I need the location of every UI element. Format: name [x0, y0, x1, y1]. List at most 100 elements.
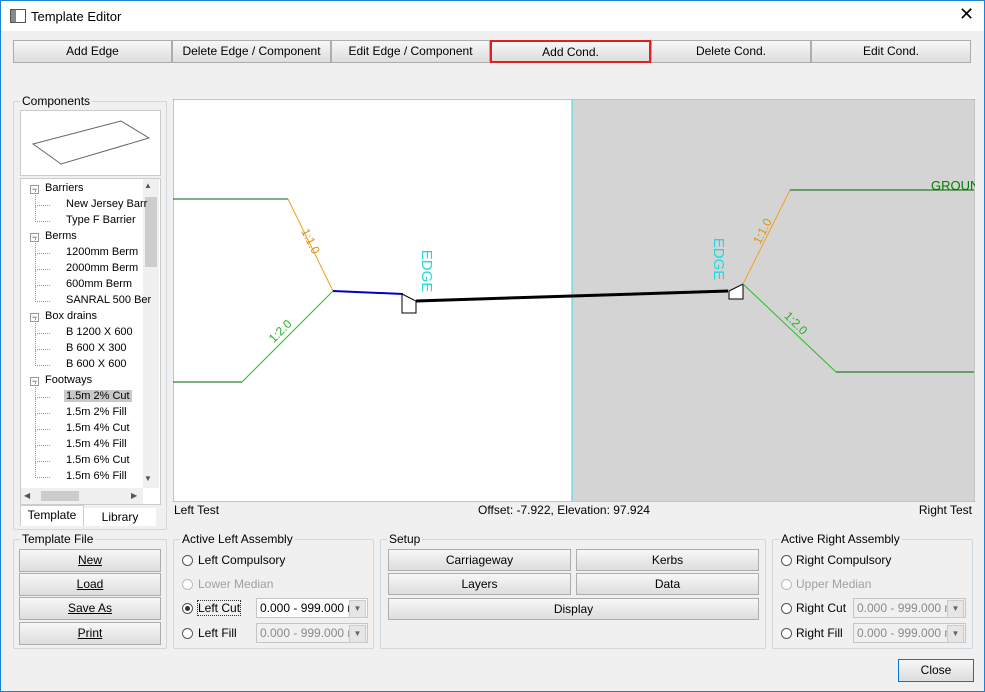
combo-arrow[interactable]: ▼: [349, 625, 366, 643]
radio-button[interactable]: [182, 603, 193, 614]
range-value: 0.000 - 999.000 m: [260, 626, 352, 640]
template-file-button[interactable]: Load: [19, 573, 161, 596]
combo-arrow[interactable]: ▼: [349, 600, 366, 618]
range-combo[interactable]: 0.000 - 999.000 m ▼: [853, 623, 966, 643]
component-preview: [20, 110, 161, 176]
setup-button[interactable]: Carriageway: [388, 549, 571, 571]
tree-item[interactable]: 1.5m 4% Fill: [66, 438, 127, 450]
template-file-button[interactable]: New: [19, 549, 161, 572]
tree-item[interactable]: 1.5m 6% Fill: [66, 470, 127, 482]
tree-connector: [35, 206, 50, 222]
radio-label[interactable]: Left Cut: [196, 600, 242, 616]
radio-button[interactable]: [781, 555, 792, 566]
tree-item[interactable]: 1.5m 2% Cut: [64, 390, 132, 402]
tree-connector: [35, 270, 50, 286]
radio-label[interactable]: Left Compulsory: [198, 553, 286, 567]
radio-button: [182, 579, 193, 590]
v-scrollbar: ▲ ▼: [143, 179, 159, 488]
tree-item[interactable]: 1200mm Berm: [66, 246, 139, 258]
preview-shape: [31, 120, 151, 165]
tree-item[interactable]: 600mm Berm: [66, 278, 133, 290]
edge-label: EDGE: [710, 238, 727, 281]
tab-library[interactable]: Library: [84, 508, 156, 526]
radio-button[interactable]: [781, 628, 792, 639]
tree-connector: [35, 318, 50, 334]
radio-label[interactable]: Right Fill: [796, 626, 843, 640]
setup-button[interactable]: Display: [388, 598, 759, 620]
radio-label: Lower Median: [198, 577, 274, 591]
radio-dot: [185, 606, 190, 611]
components-group: Components: [13, 94, 167, 530]
template-file-button[interactable]: Save As: [19, 597, 161, 620]
toolbar-button[interactable]: Add Edge: [13, 40, 172, 63]
radio-label[interactable]: Right Cut: [796, 601, 847, 615]
tree-connector: [35, 462, 50, 478]
window-title: Template Editor: [31, 9, 122, 24]
scroll-thumb[interactable]: [145, 197, 157, 267]
tree-item[interactable]: 2000mm Berm: [66, 262, 139, 274]
group-title: Components: [20, 94, 93, 108]
tree-group[interactable]: Footways: [45, 374, 93, 386]
range-value: 0.000 - 999.000 m: [260, 601, 352, 615]
template-file-group: Template File: [13, 532, 167, 649]
tree-connector: [35, 350, 50, 366]
template-file-button[interactable]: Print: [19, 622, 161, 645]
h-scrollbar: ◀ ▶: [21, 488, 143, 504]
tree-expander[interactable]: −: [30, 232, 39, 242]
tree-expander[interactable]: −: [30, 184, 39, 194]
radio-button[interactable]: [182, 555, 193, 566]
combo-arrow[interactable]: ▼: [947, 625, 964, 643]
tree-connector: [35, 398, 50, 414]
radio-label[interactable]: Right Compulsory: [796, 553, 892, 567]
toolbar-button[interactable]: Delete Cond.: [651, 40, 811, 63]
tree-item[interactable]: B 1200 X 600: [66, 326, 133, 338]
tree-expander[interactable]: −: [30, 376, 39, 386]
toolbar-button[interactable]: Edit Edge / Component: [331, 40, 490, 63]
status-right: Right Test: [918, 503, 972, 517]
h-scroll-thumb[interactable]: [41, 491, 79, 501]
tree-item[interactable]: B 600 X 600: [66, 358, 127, 370]
component-tree: ▲ ▼ ◀ ▶ − Barriers New Jersey Barr Type F B…: [20, 178, 161, 505]
combo-arrow[interactable]: ▼: [947, 600, 964, 618]
tree-item[interactable]: Type F Barrier: [66, 214, 136, 226]
range-combo[interactable]: 0.000 - 999.000 m ▼: [256, 623, 368, 643]
close-x[interactable]: ✕: [959, 4, 975, 24]
toolbar-button[interactable]: Edit Cond.: [811, 40, 971, 63]
radio-label[interactable]: Left Fill: [198, 626, 237, 640]
tree-item[interactable]: SANRAL 500 Ber: [66, 294, 152, 306]
title-bar: Template Editor ✕: [1, 1, 984, 31]
tree-group[interactable]: Berms: [45, 230, 77, 242]
toolbar-button[interactable]: Delete Edge / Component: [172, 40, 331, 63]
tree-item[interactable]: B 600 X 300: [66, 342, 127, 354]
tree-item[interactable]: 1.5m 2% Fill: [66, 406, 127, 418]
tree-group[interactable]: Barriers: [45, 182, 84, 194]
tree-item[interactable]: 1.5m 4% Cut: [66, 422, 130, 434]
setup-button[interactable]: Kerbs: [576, 549, 759, 571]
setup-button[interactable]: Data: [576, 573, 759, 595]
tree-connector: [35, 430, 50, 446]
close-button[interactable]: Close: [898, 659, 974, 682]
tree-expander[interactable]: −: [30, 312, 39, 322]
range-combo[interactable]: 0.000 - 999.000 m ▼: [853, 598, 966, 618]
tree-connector: [35, 190, 50, 206]
radio-button[interactable]: [781, 603, 792, 614]
edge-label: EDGE: [418, 250, 435, 293]
right-assembly-group: Active Right Assembly: [772, 532, 973, 649]
tree-connector: [35, 334, 50, 350]
toolbar-button[interactable]: Add Cond.: [490, 40, 651, 63]
range-combo[interactable]: 0.000 - 999.000 m ▼: [256, 598, 368, 618]
range-value: 0.000 - 999.000 m: [857, 626, 949, 640]
tree-item[interactable]: 1.5m 6% Cut: [66, 454, 130, 466]
tree-group[interactable]: Box drains: [45, 310, 97, 322]
tree-connector: [35, 254, 50, 270]
tree-connector: [35, 238, 50, 254]
radio-button: [781, 579, 792, 590]
group-title: Active Right Assembly: [779, 532, 902, 546]
radio-button[interactable]: [182, 628, 193, 639]
status-left: Left Test: [174, 503, 220, 517]
setup-button[interactable]: Layers: [388, 573, 571, 595]
tab-template[interactable]: Template: [20, 505, 84, 526]
group-title: Active Left Assembly: [180, 532, 295, 546]
tree-item[interactable]: New Jersey Barr: [66, 198, 148, 210]
